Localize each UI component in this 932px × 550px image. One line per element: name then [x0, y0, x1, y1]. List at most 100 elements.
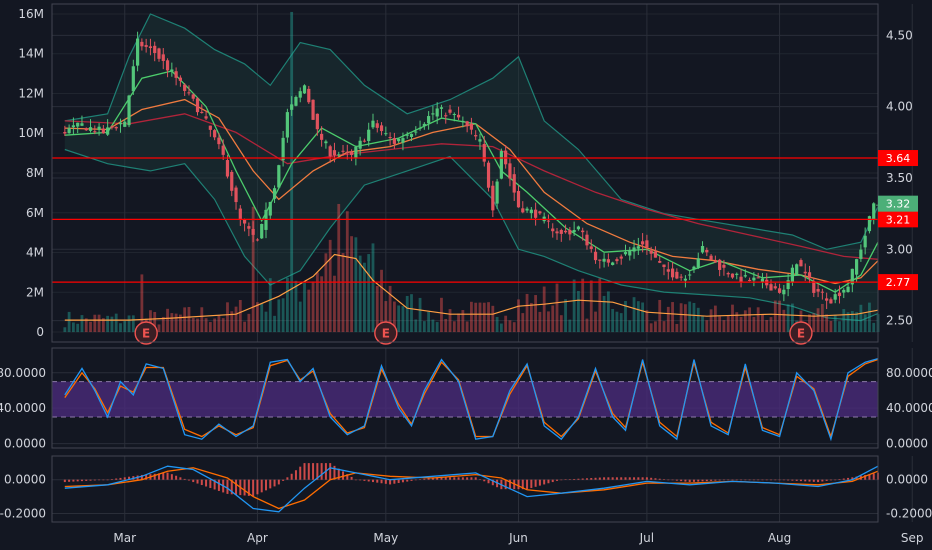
candle-body[interactable]: [726, 273, 730, 275]
candle-body[interactable]: [71, 125, 75, 128]
candle-body[interactable]: [730, 273, 735, 278]
candle-body[interactable]: [735, 273, 739, 275]
candle-body[interactable]: [777, 288, 782, 293]
candle-body[interactable]: [106, 127, 110, 135]
candle-body[interactable]: [769, 284, 773, 291]
candle-body[interactable]: [375, 123, 379, 128]
candle-body[interactable]: [576, 226, 581, 230]
candle-body[interactable]: [290, 104, 294, 110]
candle-body[interactable]: [405, 134, 409, 136]
candle-body[interactable]: [255, 239, 260, 241]
candle-body[interactable]: [782, 289, 786, 295]
candle-body[interactable]: [598, 259, 602, 261]
candle-body[interactable]: [409, 133, 414, 137]
candle-body[interactable]: [555, 231, 559, 234]
candle-body[interactable]: [157, 48, 161, 59]
candle-body[interactable]: [833, 294, 837, 300]
candle-body[interactable]: [589, 246, 593, 249]
candle-body[interactable]: [298, 91, 302, 98]
candle-body[interactable]: [225, 160, 230, 177]
candle-body[interactable]: [529, 209, 533, 214]
candle-body[interactable]: [812, 281, 816, 293]
candle-body[interactable]: [829, 299, 833, 304]
candle-body[interactable]: [658, 261, 662, 263]
candle-body[interactable]: [551, 228, 555, 232]
candle-body[interactable]: [268, 201, 272, 216]
candle-body[interactable]: [623, 252, 628, 255]
candle-body[interactable]: [448, 109, 452, 113]
candle-body[interactable]: [863, 235, 867, 248]
earnings-marker-1[interactable]: [374, 321, 398, 345]
candle-body[interactable]: [76, 122, 80, 127]
candle-body[interactable]: [80, 123, 84, 126]
candle-body[interactable]: [354, 146, 358, 159]
candle-body[interactable]: [88, 127, 93, 131]
candle-body[interactable]: [486, 162, 491, 188]
candle-body[interactable]: [619, 256, 623, 259]
candle-body[interactable]: [688, 274, 692, 276]
candle-body[interactable]: [148, 46, 153, 49]
candle-body[interactable]: [495, 181, 499, 204]
candle-body[interactable]: [675, 271, 679, 279]
candle-body[interactable]: [683, 278, 688, 281]
candle-body[interactable]: [662, 264, 666, 268]
candle-body[interactable]: [842, 289, 846, 293]
candle-body[interactable]: [825, 298, 829, 301]
candle-body[interactable]: [799, 260, 803, 267]
candle-body[interactable]: [563, 230, 568, 233]
candle-body[interactable]: [221, 145, 225, 155]
candle-body[interactable]: [700, 245, 705, 253]
candle-body[interactable]: [653, 251, 658, 258]
candle-body[interactable]: [234, 187, 238, 203]
candle-body[interactable]: [427, 116, 431, 124]
candle-body[interactable]: [525, 208, 529, 211]
candle-body[interactable]: [195, 98, 200, 113]
candle-body[interactable]: [294, 96, 298, 106]
candle-body[interactable]: [324, 141, 328, 144]
candle-body[interactable]: [272, 188, 277, 199]
candle-body[interactable]: [713, 261, 717, 263]
candle-body[interactable]: [422, 123, 426, 127]
candle-body[interactable]: [482, 143, 486, 162]
candle-body[interactable]: [435, 108, 439, 117]
candle-body[interactable]: [516, 190, 521, 208]
candle-body[interactable]: [478, 139, 482, 142]
candle-body[interactable]: [251, 228, 255, 235]
candle-body[interactable]: [641, 241, 645, 245]
candle-body[interactable]: [161, 54, 165, 61]
candle-body[interactable]: [807, 272, 812, 279]
candle-body[interactable]: [786, 280, 790, 290]
candle-body[interactable]: [285, 112, 289, 138]
candle-body[interactable]: [349, 151, 354, 155]
candle-body[interactable]: [649, 250, 653, 254]
candle-body[interactable]: [491, 185, 495, 211]
candle-body[interactable]: [362, 140, 367, 142]
candle-body[interactable]: [803, 271, 807, 274]
candle-body[interactable]: [645, 240, 649, 248]
candle-body[interactable]: [452, 114, 456, 116]
candle-body[interactable]: [538, 211, 542, 214]
candle-body[interactable]: [705, 249, 709, 253]
candle-body[interactable]: [636, 246, 640, 249]
candle-body[interactable]: [512, 174, 516, 193]
candle-body[interactable]: [606, 259, 610, 263]
candle-body[interactable]: [217, 137, 221, 145]
candle-body[interactable]: [859, 249, 863, 259]
candle-body[interactable]: [328, 146, 332, 157]
candle-body[interactable]: [534, 209, 538, 218]
candle-body[interactable]: [213, 130, 217, 138]
candle-body[interactable]: [559, 229, 563, 234]
candle-body[interactable]: [114, 126, 118, 129]
candle-body[interactable]: [756, 277, 760, 279]
candle-body[interactable]: [101, 128, 105, 134]
candle-body[interactable]: [521, 208, 525, 213]
candle-body[interactable]: [315, 113, 319, 130]
candle-body[interactable]: [611, 262, 615, 265]
candle-body[interactable]: [469, 123, 474, 130]
candle-body[interactable]: [260, 224, 264, 239]
candle-body[interactable]: [67, 128, 71, 134]
candle-body[interactable]: [872, 203, 876, 220]
candle-body[interactable]: [820, 291, 824, 293]
candle-body[interactable]: [204, 116, 208, 119]
candle-body[interactable]: [773, 286, 777, 289]
